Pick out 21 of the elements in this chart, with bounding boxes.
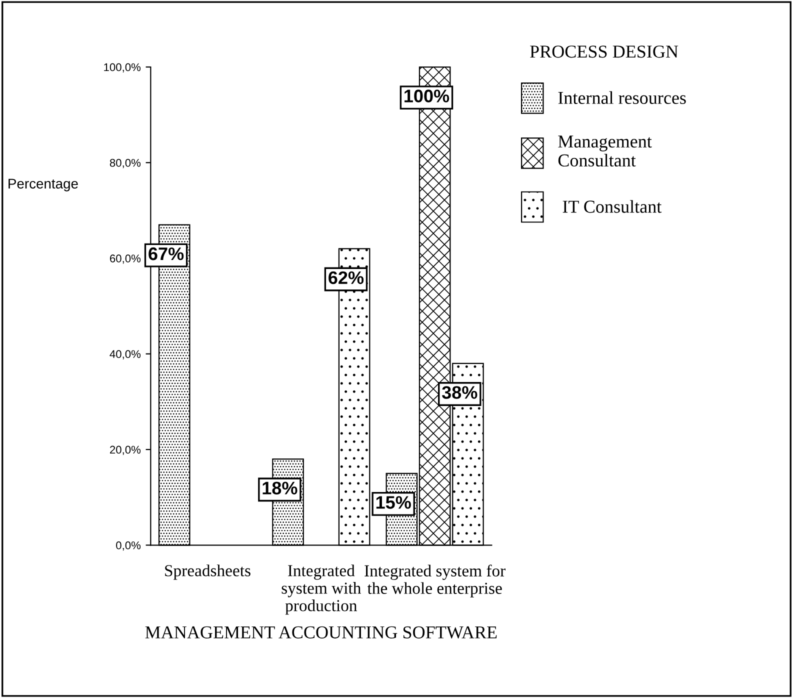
legend-label: Internal resources bbox=[558, 91, 686, 104]
x-axis-title: MANAGEMENT ACCOUNTING SOFTWARE bbox=[145, 626, 497, 639]
y-tick-label: 100,0% bbox=[104, 63, 141, 72]
data-label: 100% bbox=[404, 90, 450, 102]
y-tick-label: 0,0% bbox=[116, 541, 141, 551]
y-tick-label: 60,0% bbox=[110, 254, 141, 264]
legend-label: IT Consultant bbox=[562, 200, 662, 213]
y-axis-title: Percentage bbox=[8, 178, 78, 192]
x-tick-label: Spreadsheets bbox=[165, 564, 250, 580]
x-tick-label: Integrated system with production bbox=[282, 564, 361, 615]
y-tick-label: 80,0% bbox=[110, 158, 141, 168]
x-tick-label: Integrated system for the whole enterprise bbox=[364, 564, 506, 598]
data-label: 38% bbox=[442, 386, 478, 399]
data-label: 18% bbox=[262, 482, 298, 494]
y-tick-label: 40,0% bbox=[110, 350, 141, 360]
data-label: 62% bbox=[328, 271, 364, 284]
data-label: 15% bbox=[376, 496, 411, 509]
legend-title: PROCESS DESIGN bbox=[530, 46, 678, 58]
data-label: 67% bbox=[148, 247, 184, 260]
y-tick-label: 20,0% bbox=[110, 446, 141, 455]
legend-label: Management Consultant bbox=[558, 136, 652, 167]
